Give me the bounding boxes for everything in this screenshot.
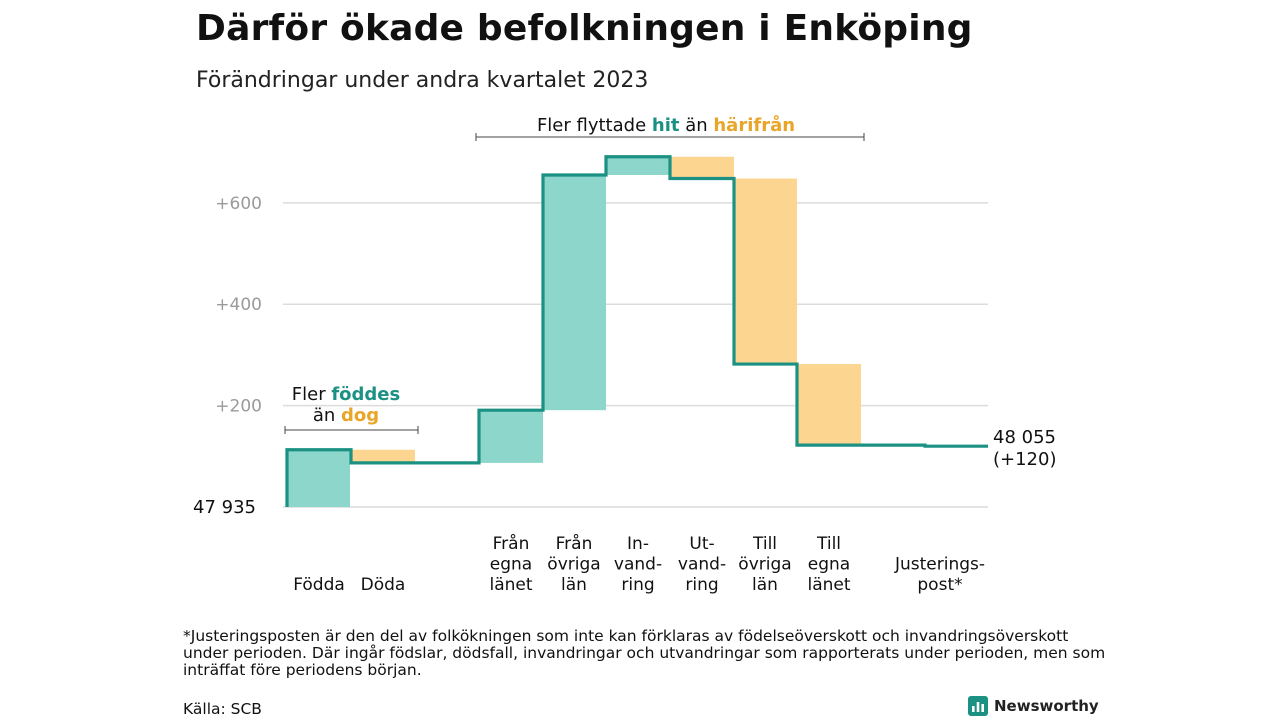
bar-6 [670, 156, 734, 179]
migration-annotation-line: Fler flyttade hit än härifrån [537, 114, 795, 136]
x-category-label: egna [490, 555, 532, 575]
x-category-label: övriga [738, 555, 791, 575]
y-tick-label: +600 [215, 194, 262, 214]
x-category-label: vand- [614, 555, 662, 575]
x-category-label: länet [489, 575, 532, 595]
cumulative-step-line [285, 155, 988, 507]
bar-8 [797, 364, 861, 446]
x-category-label: ring [621, 575, 654, 595]
bar-7 [734, 178, 797, 365]
page-subtitle: Förändringar under andra kvartalet 2023 [196, 68, 649, 93]
x-category-label: In- [627, 534, 649, 554]
migration-annotation-span: hit [652, 115, 680, 136]
migration-annotation-span: än [679, 115, 713, 136]
bar-5 [606, 156, 670, 175]
bar-2 [351, 449, 415, 463]
bar-4 [543, 174, 606, 411]
x-category-label: Till [752, 534, 777, 554]
births-annotation-span: Fler [292, 384, 332, 405]
x-category-label: län [561, 575, 587, 595]
x-category-label: egna [808, 555, 850, 575]
end-change-label: (+120) [993, 449, 1056, 470]
start-value-label: 47 935 [193, 497, 256, 518]
births-annotation-line: än dog [313, 405, 379, 426]
births-annotation-span: än [313, 405, 341, 426]
footnote: *Justeringsposten är den del av folkökni… [183, 627, 1106, 679]
x-category-label: län [752, 575, 778, 595]
bar-3 [479, 410, 543, 463]
x-category-label: Till [816, 534, 841, 554]
migration-annotation-span: härifrån [713, 114, 795, 136]
y-tick-label: +400 [215, 295, 262, 315]
x-category-label: Från [556, 533, 593, 554]
x-category-label: länet [807, 575, 850, 595]
x-category-label: ring [685, 575, 718, 595]
x-category-label: Från [493, 533, 530, 554]
x-category-label: Ut- [689, 534, 714, 554]
bar-1 [287, 449, 350, 507]
brand-name: Newsworthy [994, 697, 1099, 715]
x-category-label: Födda [293, 575, 345, 595]
y-tick-label: +200 [215, 397, 262, 417]
brand: Newsworthy [968, 696, 1099, 716]
x-category-label: övriga [547, 555, 600, 575]
end-value-label: 48 055 [993, 427, 1056, 448]
x-category-label: Döda [361, 575, 406, 595]
x-category-label: post* [917, 575, 962, 595]
births-annotation-line: Fler föddes [292, 384, 400, 405]
x-category-label: vand- [678, 555, 726, 575]
bar-chart-icon [968, 696, 988, 716]
births-annotation-span: föddes [331, 384, 400, 405]
source-note: Källa: SCB [183, 700, 262, 718]
births-annotation-span: dog [341, 405, 379, 426]
page-title: Därför ökade befolkningen i Enköping [196, 8, 973, 49]
migration-annotation-span: Fler flyttade [537, 115, 652, 136]
x-category-label: Justerings- [894, 555, 985, 575]
